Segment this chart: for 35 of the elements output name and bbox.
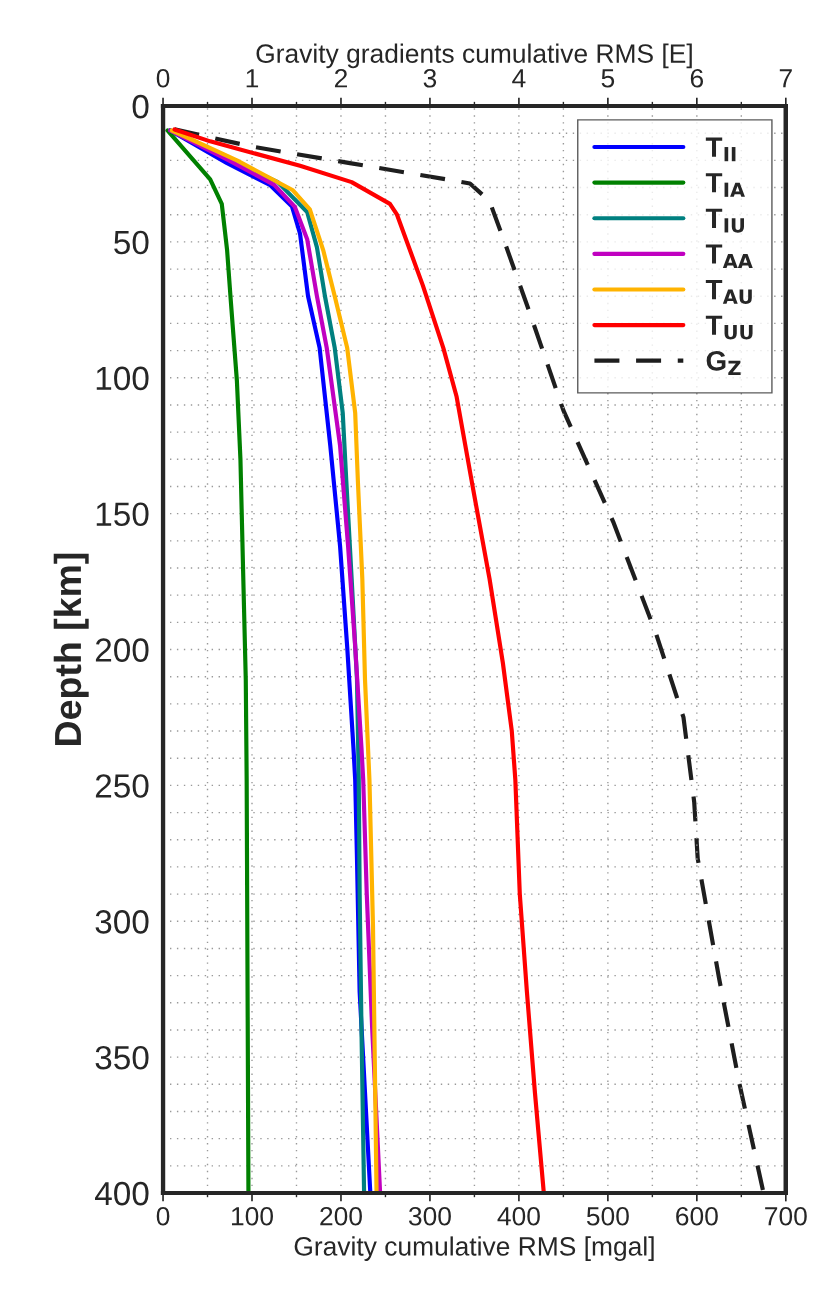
y-tick-label: 250: [95, 774, 149, 798]
y-tick-label: 100: [96, 366, 149, 391]
x-tick-label: 600: [676, 1206, 718, 1226]
x-tick-label: 0: [156, 1206, 170, 1226]
x-tick-label: 400: [497, 1206, 540, 1226]
x2-axis-title: Gravity gradients cumulative RMS [E]: [256, 43, 692, 69]
x2-tick-label: 3: [423, 68, 437, 88]
y-tick-label: 50: [114, 230, 149, 255]
y-tick-label: 350: [95, 1045, 149, 1070]
x2-tick-label: 5: [601, 69, 615, 88]
legend-label: T$_{II}$: [705, 137, 736, 162]
x2-tick-label: 4: [512, 69, 526, 88]
x-tick-label: 100: [232, 1206, 273, 1226]
legend-label: T$_{AA}$: [705, 244, 753, 269]
x-axis-title: Gravity cumulative RMS [mgal]: [294, 1236, 654, 1261]
x2-tick-label: 2: [334, 68, 347, 88]
x-tick-label: 500: [586, 1206, 629, 1226]
y-tick-label: 300: [95, 910, 149, 934]
x-tick-label: 200: [320, 1206, 362, 1226]
x2-tick-label: 6: [690, 68, 704, 88]
x2-tick-label: 0: [156, 68, 170, 88]
y-tick-label: 0: [132, 94, 149, 119]
y-tick-label: 400: [95, 1181, 149, 1206]
x-tick-label: 300: [408, 1206, 451, 1226]
legend-label: T$_{UU}$: [705, 315, 753, 340]
legend-label: T$_{IU}$: [705, 208, 744, 233]
x-tick-label: 700: [765, 1206, 807, 1226]
x2-tick-label: 7: [779, 69, 792, 88]
y-tick-label: 150: [96, 502, 149, 527]
legend-label: G$_{Z}$: [706, 350, 741, 375]
y-axis-title: Depth [km]: [53, 553, 89, 745]
x2-tick-label: 1: [246, 69, 259, 88]
legend-label: T$_{IA}$: [705, 173, 745, 197]
y-tick-label: 200: [95, 638, 149, 662]
legend-label: T$_{AU}$: [705, 280, 752, 304]
